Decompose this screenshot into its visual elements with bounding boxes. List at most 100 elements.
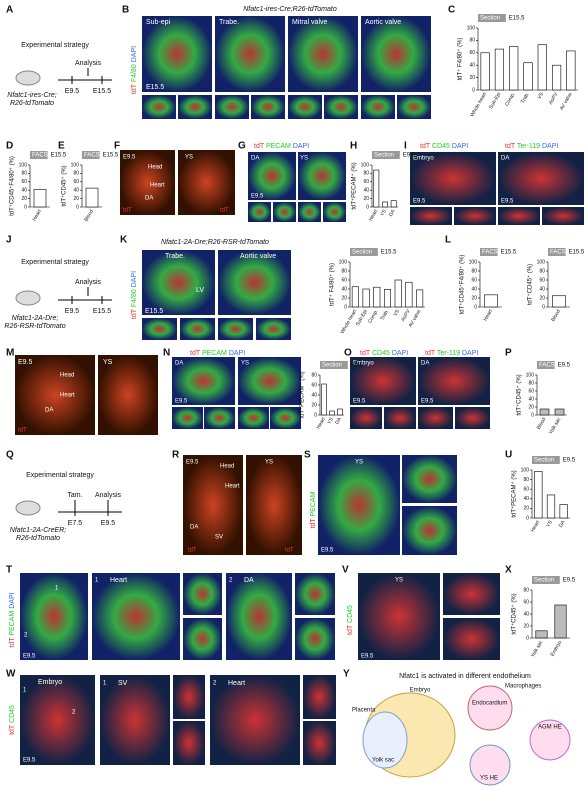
bar [480,52,490,91]
x-tick-label: Yolk sac [530,639,545,658]
micrograph [350,407,382,429]
stain: tdT PECAM DAPI [190,350,245,357]
ys-he-diagram [469,744,511,786]
tag-box [480,248,498,256]
x-tick-label: DA [334,416,343,426]
y-tick-label: 0 [526,515,529,521]
stain: tdT CD45 DAPI [360,350,408,357]
y-tick-label: 60 [341,277,347,283]
yolk-sac-diagram [362,711,408,769]
stain: DAPI [131,271,138,287]
tag-box [537,361,555,369]
y-tick-label: 0 [366,204,369,210]
x-tick-label: Heart [530,519,542,533]
bar [534,471,543,519]
micrograph [210,675,300,765]
stage: E15.5 [381,250,397,256]
y-tick-label: 40 [73,188,79,194]
stain: tdT CD45 DAPI [420,143,468,150]
region: Aortic valve [365,19,401,26]
y-tick-label: 0 [472,87,475,93]
y-axis-label: tdT⁺CD45⁺ (%) [527,264,534,305]
micrograph [173,675,205,719]
tag-box [350,248,378,256]
tag-box [532,456,560,464]
y-tick-label: 60 [471,277,477,283]
y-tick-label: 40 [363,188,369,194]
panel-letter: W [6,669,16,680]
micrograph [218,250,291,315]
bar [373,169,380,208]
label: Macrophages [505,684,541,690]
y-tick-label: 80 [311,372,317,378]
y-tick-label: 60 [528,388,534,394]
stage: E9.5 [403,153,416,159]
panel-letter: B [122,5,129,16]
label: Yolk sac [372,758,394,764]
stain: tdT [347,624,354,635]
x-tick-label: YS [379,208,388,217]
stain: PECAM [202,350,227,357]
x-tick-label: VS [537,91,546,100]
region: Sub-epi [146,19,171,26]
stain: Ter-119 [437,350,460,357]
micrograph [295,618,335,660]
micrograph [183,618,222,660]
y-tick-label: 80 [539,268,545,274]
micrograph [172,407,203,429]
region: Mitral valve [292,19,328,26]
panel-letter: P [505,348,512,359]
y-tick-label: 100 [521,467,530,473]
micrograph [410,152,496,205]
y-tick-label: 80 [363,171,369,177]
micrograph [92,573,180,660]
x-tick-label: Blood [83,208,95,222]
micrograph [120,150,175,215]
y-tick-label: 100 [467,25,476,31]
y-tick-label: 100 [537,259,546,265]
x-tick-label: Whole heart [469,91,488,118]
bar [551,64,562,91]
x-tick-label: Trab. [379,309,390,322]
micrograph [100,675,170,765]
y-tick-label: 20 [523,506,529,512]
x-tick-label: Heart [316,416,328,430]
bar [362,288,370,308]
x-tick-label: DA [388,208,397,218]
inset-number: 2 [72,710,76,716]
stain: tdT CD45 [9,705,16,735]
label: Head [60,373,74,379]
y-tick-label: 60 [363,179,369,185]
x-tick-label: Heart [368,208,380,222]
micrograph [142,318,177,340]
step: Analysis [75,279,102,286]
panel-letter: Q [6,450,14,461]
y-tick-label: 100 [71,162,80,168]
micrograph [402,506,457,555]
stain: PECAM [310,491,317,516]
bar [390,200,397,208]
region: DA [421,361,429,367]
time: E9.5 [65,88,80,95]
micrograph [20,675,95,765]
bar [523,62,533,91]
stage: E9.5 [18,359,33,366]
bar [33,189,47,208]
micrograph [178,150,235,215]
label: DA [145,196,153,202]
y-tick-label: 40 [523,496,529,502]
tag: FACS [482,250,498,256]
stage: E15.5 [146,84,164,91]
stain: tdT [425,350,436,357]
panel-letter: V [342,565,349,576]
micrograph [318,455,400,555]
micrograph [384,407,416,429]
y-tick-label: 0 [24,204,27,210]
micrograph [324,95,358,119]
stain-tdt: tdT [18,428,27,434]
region: SV [118,680,128,687]
panel-letter: C [448,5,455,16]
region: Embryo [38,679,62,686]
bar [559,504,568,519]
